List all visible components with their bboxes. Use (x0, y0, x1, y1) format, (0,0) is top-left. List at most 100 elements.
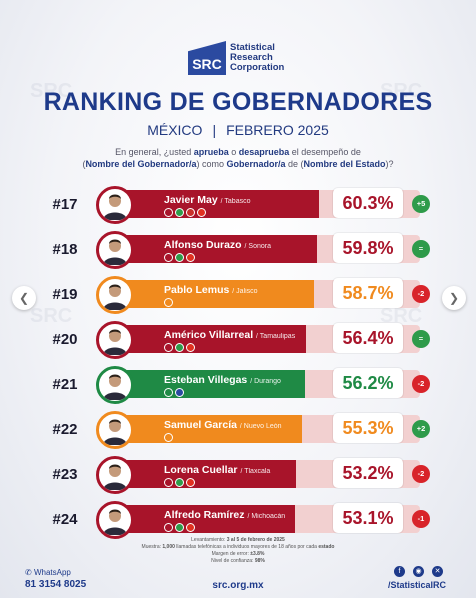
governor-avatar (96, 276, 134, 314)
whatsapp-number: 81 3154 8025 (25, 579, 87, 590)
party-logo-icon (186, 478, 195, 487)
person-icon (103, 329, 127, 355)
ranking-row: #19 Pablo Lemus / Jalisco 58.7% -2 (40, 276, 440, 316)
ranking-row: #20 Américo Villarreal / Tamaulipas 56.4% = (40, 321, 440, 361)
page-subtitle: MÉXICO | FEBRERO 2025 (0, 122, 476, 138)
facebook-icon[interactable]: f (394, 566, 405, 577)
party-logo-icon (164, 388, 173, 397)
party-logo-icon (164, 253, 173, 262)
ranking-row: #17 Javier May / Tabasco 60.3% +5 (40, 186, 440, 226)
whatsapp-contact[interactable]: ✆ WhatsApp 81 3154 8025 (25, 568, 86, 590)
party-logos (164, 523, 195, 532)
approval-bar-fill (120, 505, 295, 533)
country-label: MÉXICO (147, 122, 203, 138)
governor-avatar (96, 321, 134, 359)
watermark: SRC (380, 305, 423, 327)
approval-bar-fill (120, 325, 306, 353)
approval-bar-fill (120, 235, 317, 263)
governor-name-line: Javier May / Tabasco (164, 194, 250, 206)
party-logos (164, 343, 195, 352)
party-logo-icon (164, 478, 173, 487)
ranking-row: #22 Samuel García / Nuevo León 55.3% +2 (40, 411, 440, 451)
governor-name: Esteban Villegas (164, 374, 248, 386)
person-icon (103, 374, 127, 400)
approval-bar-fill (120, 190, 319, 218)
governor-avatar (96, 231, 134, 269)
brand-logo: SRC Statistical Research Corporation (188, 41, 284, 75)
party-logos (164, 433, 173, 442)
rank-change-badge: +5 (412, 195, 430, 213)
party-logos (164, 478, 195, 487)
governor-name: Javier May (164, 194, 218, 206)
party-logo-icon (164, 208, 173, 217)
rank-label: #23 (52, 466, 78, 483)
party-logo-icon (175, 478, 184, 487)
rank-label: #21 (52, 376, 78, 393)
ranking-row: #21 Esteban Villegas / Durango 56.2% -2 (40, 366, 440, 406)
watermark: SRC (30, 80, 73, 102)
ranking-row: #18 Alfonso Durazo / Sonora 59.8% = (40, 231, 440, 271)
rank-change-badge: = (412, 330, 430, 348)
party-logo-icon (186, 343, 195, 352)
governor-state: / Sonora (244, 243, 271, 250)
approval-percent: 59.8% (333, 233, 403, 263)
watermark: SRC (30, 305, 73, 327)
rank-change-badge: = (412, 240, 430, 258)
whatsapp-label: WhatsApp (33, 568, 71, 577)
rank-change-badge: +2 (412, 420, 430, 438)
survey-question: En general, ¿usted aprueba o desaprueba … (82, 147, 394, 169)
next-slide-button[interactable]: ❯ (442, 286, 466, 310)
whatsapp-icon: ✆ (25, 568, 32, 577)
person-icon (103, 464, 127, 490)
rank-change-badge: -2 (412, 375, 430, 393)
governor-avatar (96, 411, 134, 449)
governor-avatar (96, 186, 134, 224)
rank-label: #18 (52, 241, 78, 258)
instagram-icon[interactable]: ◉ (413, 566, 424, 577)
approval-percent: 60.3% (333, 188, 403, 218)
party-logo-icon (164, 523, 173, 532)
subtitle-separator: | (212, 122, 217, 138)
x-icon[interactable]: ✕ (432, 566, 443, 577)
governor-name: Américo Villarreal (164, 329, 254, 341)
party-logos (164, 253, 195, 262)
website-link[interactable]: src.org.mx (212, 580, 264, 591)
party-logos (164, 298, 173, 307)
governor-avatar (96, 366, 134, 404)
social-handle[interactable]: /StatisticalRC (388, 580, 447, 590)
person-icon (103, 284, 127, 310)
governor-state: / Nuevo León (239, 423, 282, 430)
prev-slide-button[interactable]: ❮ (12, 286, 36, 310)
governor-state: / Jalisco (232, 288, 258, 295)
approval-bar-fill (120, 460, 296, 488)
party-logo-icon (186, 253, 195, 262)
governor-name: Lorena Cuellar (164, 464, 238, 476)
governor-state: / Michoacán (247, 513, 286, 520)
governor-state: / Durango (250, 378, 281, 385)
governor-name-line: Lorena Cuellar / Tlaxcala (164, 464, 270, 476)
party-logo-icon (164, 433, 173, 442)
governor-avatar (96, 501, 134, 539)
governor-name-line: Américo Villarreal / Tamaulipas (164, 329, 295, 341)
social-icons: f ◉ ✕ (394, 566, 443, 577)
party-logo-icon (164, 298, 173, 307)
approval-percent: 56.4% (333, 323, 403, 353)
approval-bar-fill (120, 280, 314, 308)
date-label: FEBRERO 2025 (226, 122, 329, 138)
rank-label: #20 (52, 331, 78, 348)
approval-percent: 56.2% (333, 368, 403, 398)
rank-label: #17 (52, 196, 78, 213)
governor-name-line: Esteban Villegas / Durango (164, 374, 281, 386)
src-logo-icon: SRC (188, 41, 226, 75)
person-icon (103, 239, 127, 265)
chevron-left-icon: ❮ (18, 291, 30, 305)
methodology-note: Levantamiento: 3 al 5 de febrero de 2025… (141, 537, 335, 564)
governor-name-line: Alfredo Ramírez / Michoacán (164, 509, 285, 521)
party-logo-icon (175, 388, 184, 397)
party-logo-icon (175, 208, 184, 217)
person-icon (103, 194, 127, 220)
approval-percent: 53.2% (333, 458, 403, 488)
governor-state: / Tamaulipas (256, 333, 296, 340)
rank-label: #22 (52, 421, 78, 438)
governor-name: Pablo Lemus (164, 284, 230, 296)
